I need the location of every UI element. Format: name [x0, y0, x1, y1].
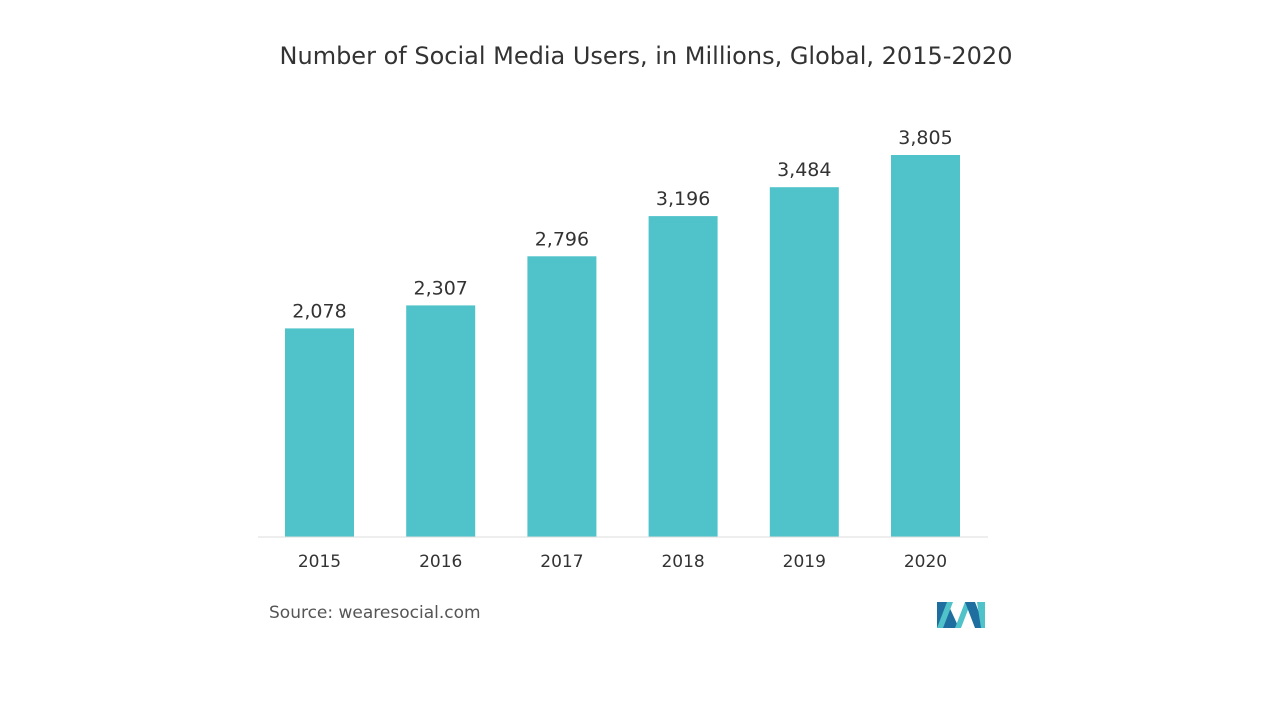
chart-title: Number of Social Media Users, in Million…	[279, 42, 1013, 70]
data-label-2018: 3,196	[656, 188, 710, 210]
x-tick-label-2018: 2018	[661, 552, 704, 572]
bar-2016	[406, 305, 476, 537]
brand-logo-icon	[937, 602, 985, 628]
source-text: Source: wearesocial.com	[269, 603, 481, 623]
data-label-2020: 3,805	[898, 127, 952, 149]
bar-2015	[285, 328, 354, 537]
bar-2019	[769, 187, 839, 537]
bar-2020	[891, 155, 960, 537]
bar-2017	[527, 256, 597, 537]
x-tick-label-2016: 2016	[419, 552, 462, 572]
data-label-2016: 2,307	[413, 277, 467, 299]
x-tick-label-2019: 2019	[783, 552, 826, 572]
bar-2018	[648, 216, 718, 537]
x-tick-label-2020: 2020	[904, 552, 947, 572]
data-label-2017: 2,796	[535, 228, 589, 250]
data-label-2015: 2,078	[292, 300, 346, 322]
data-label-2019: 3,484	[777, 159, 831, 181]
x-tick-label-2017: 2017	[540, 552, 583, 572]
x-tick-label-2015: 2015	[298, 552, 341, 572]
